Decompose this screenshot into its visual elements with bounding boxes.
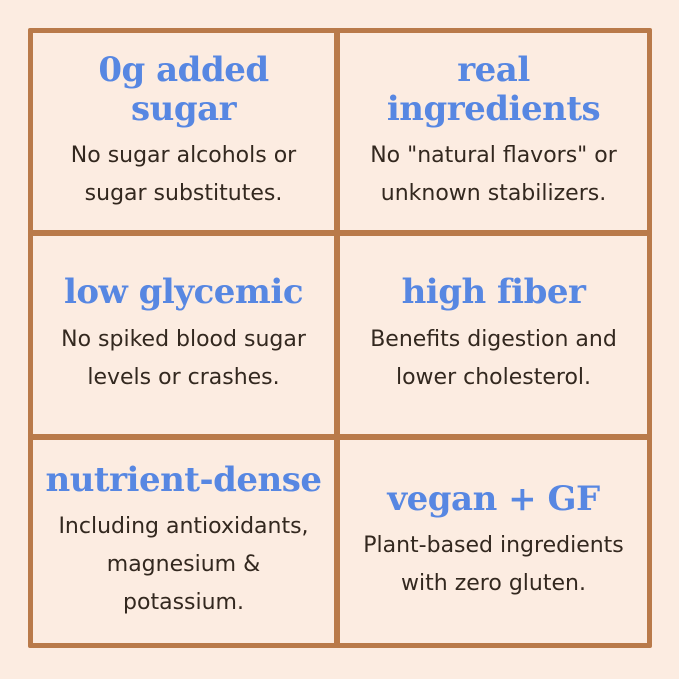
benefit-title-nutrient-dense: nutrient-dense bbox=[45, 459, 322, 500]
benefit-text-line: Including antioxidants, bbox=[58, 513, 309, 539]
benefit-title-high-fiber: high fiber bbox=[401, 272, 586, 313]
benefit-text-line: Plant-based ingredients bbox=[363, 532, 624, 558]
benefit-title-zero-added-sugar: 0g added sugar bbox=[98, 49, 269, 129]
benefit-text-line: sugar substitutes. bbox=[84, 180, 283, 206]
benefit-text-line: No spiked blood sugar bbox=[61, 326, 306, 352]
benefit-text-line: lower cholesterol. bbox=[395, 364, 592, 390]
benefit-text-line: magnesium & potassium. bbox=[106, 551, 261, 615]
benefit-title-low-glycemic: low glycemic bbox=[63, 272, 304, 313]
benefit-text-line: with zero gluten. bbox=[401, 570, 586, 596]
benefit-text-line: No sugar alcohols or bbox=[70, 142, 297, 168]
benefit-cell-low-glycemic: low glycemic No spiked blood sugar level… bbox=[33, 236, 340, 440]
benefit-cell-nutrient-dense: nutrient-dense Including antioxidants, m… bbox=[33, 439, 340, 643]
benefit-cell-vegan-gf: vegan + GF Plant-based ingredients with … bbox=[340, 440, 647, 643]
benefit-text-line: levels or crashes. bbox=[87, 364, 280, 390]
benefit-text-line: unknown stabilizers. bbox=[380, 180, 607, 206]
benefit-cell-real-ingredients: real ingredients No "natural flavors" or… bbox=[340, 33, 647, 237]
benefit-cell-zero-added-sugar: 0g added sugar No sugar alcohols or suga… bbox=[33, 33, 340, 237]
benefit-cell-high-fiber: high fiber Benefits digestion and lower … bbox=[340, 236, 647, 440]
benefit-title-real-ingredients: real ingredients bbox=[386, 49, 601, 129]
benefits-grid: 0g added sugar No sugar alcohols or suga… bbox=[28, 28, 652, 648]
benefit-title-vegan-gf: vegan + GF bbox=[387, 478, 600, 519]
benefit-text-line: No "natural flavors" or bbox=[370, 142, 617, 168]
benefit-text-line: Benefits digestion and bbox=[370, 326, 617, 352]
